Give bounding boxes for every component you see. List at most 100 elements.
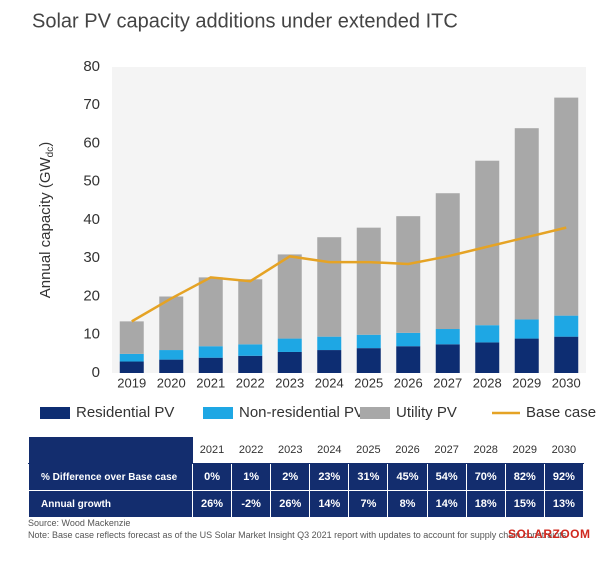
bar-segment (435, 193, 460, 330)
table-row: Annual growth 26% -2% 26% 14% 7% 8% 14% 18% 15% 13… (28, 490, 585, 518)
y-tick-label: 30 (83, 249, 100, 266)
legend-label: Base case (526, 404, 596, 421)
legend-marker (203, 407, 233, 419)
bar-segment (475, 160, 500, 326)
legend-marker (360, 407, 390, 419)
bar-segment (435, 344, 460, 373)
y-tick-label: 40 (83, 211, 100, 228)
bar-segment (356, 227, 381, 335)
cell: 0% (191, 463, 233, 491)
cell: 1% (231, 463, 272, 491)
bar-segment (119, 353, 144, 362)
y-axis-label: Annual capacity (GWdc) (37, 142, 56, 298)
x-tick-label: 2028 (473, 375, 502, 390)
x-tick-label: 2029 (512, 375, 541, 390)
bar-segment (554, 97, 579, 316)
y-label-sub: dc (45, 147, 56, 158)
cell: 7% (348, 490, 389, 518)
bar-segment (514, 128, 539, 320)
x-tick-label: 2025 (354, 375, 383, 390)
bar-segment (119, 361, 144, 373)
x-tick-label: 2027 (433, 375, 462, 390)
source: Source: Wood Mackenzie (28, 518, 131, 528)
y-tick-label: 0 (92, 364, 100, 381)
x-tick-label: 2026 (394, 375, 423, 390)
chart-title: Solar PV capacity additions under extend… (32, 10, 458, 32)
y-tick-label: 80 (83, 58, 100, 75)
bar-segment (159, 350, 184, 360)
bar-segment (277, 351, 302, 373)
y-tick-label: 50 (83, 173, 100, 190)
header-cell: 2028 (466, 437, 506, 464)
cell: 26% (191, 490, 233, 518)
bar-segment (514, 338, 539, 373)
cell: 2% (270, 463, 311, 491)
bar-segment (159, 359, 184, 373)
header-cell: 2021 (192, 437, 232, 464)
cell: 70% (465, 463, 506, 491)
y-tick-label: 10 (83, 326, 100, 343)
corner-cell (28, 437, 193, 464)
x-tick-label: 2024 (315, 375, 344, 390)
cell: 82% (504, 463, 545, 491)
bar-segment (475, 325, 500, 343)
y-tick-label: 60 (83, 134, 100, 151)
cell: 14% (309, 490, 350, 518)
bar-segment (238, 279, 263, 345)
data-table: 2021 2022 2023 2024 2025 2026 2027 2028 2029 2030… (28, 437, 585, 518)
legend-label: Utility PV (396, 404, 457, 421)
watermark: SOLARZOOM (508, 527, 591, 541)
table-row: % Difference over Base case 0% 1% 2% 23% 31% 4… (28, 463, 585, 491)
bar-segment (198, 346, 223, 358)
bar-segment (119, 321, 144, 354)
line (131, 226, 567, 323)
x-tick-label: 2020 (157, 375, 186, 390)
cell: 26% (270, 490, 311, 518)
cell: 18% (465, 490, 506, 518)
header-cell: 2024 (309, 437, 349, 464)
bar-segment (396, 216, 421, 333)
bar-segment (317, 237, 342, 337)
bar-segment (159, 296, 184, 351)
table-header: 2021 2022 2023 2024 2025 2026 2027 2028 2029 2030 (28, 437, 584, 464)
bar-segment (396, 346, 421, 373)
y-tick-label: 20 (83, 287, 100, 304)
cell: 23% (309, 463, 350, 491)
cell: 13% (543, 490, 585, 518)
x-tick-label: 2030 (552, 375, 581, 390)
legend-marker (40, 407, 70, 419)
bar-segment (238, 344, 263, 356)
legend-label: Residential PV (76, 404, 174, 421)
header-cell: 2030 (544, 437, 584, 464)
header-cell: 2026 (387, 437, 428, 464)
header-cell: 2025 (348, 437, 388, 464)
header-cell: 2029 (505, 437, 545, 464)
bar-segment (198, 277, 223, 347)
cell: 31% (348, 463, 389, 491)
y-label-part: ) (37, 142, 54, 147)
cell: 92% (543, 463, 585, 491)
y-label-part: Annual capacity (GW (37, 156, 54, 298)
cell: 8% (387, 490, 428, 518)
x-tick-label: 2019 (117, 375, 146, 390)
bar-segment (475, 342, 500, 373)
bar-segment (554, 336, 579, 373)
chart: Solar PV capacity additions under extend… (32, 10, 596, 421)
bar-segment (514, 319, 539, 339)
cell: 54% (426, 463, 467, 491)
bar-segment (277, 338, 302, 352)
x-tick-label: 2022 (236, 375, 265, 390)
bar-segment (435, 329, 460, 345)
legend-label: Non-residential PV (239, 404, 364, 421)
x-tick-label: 2021 (196, 375, 225, 390)
bar-segment (238, 355, 263, 373)
bar-segment (277, 254, 302, 339)
header-cell: 2022 (231, 437, 271, 464)
bar-segment (356, 348, 381, 373)
header-cell: 2027 (427, 437, 467, 464)
note: Note: Base case reflects forecast as of … (28, 530, 567, 540)
bar-segment (198, 357, 223, 373)
bar-segment (317, 350, 342, 373)
cell: -2% (231, 490, 272, 518)
